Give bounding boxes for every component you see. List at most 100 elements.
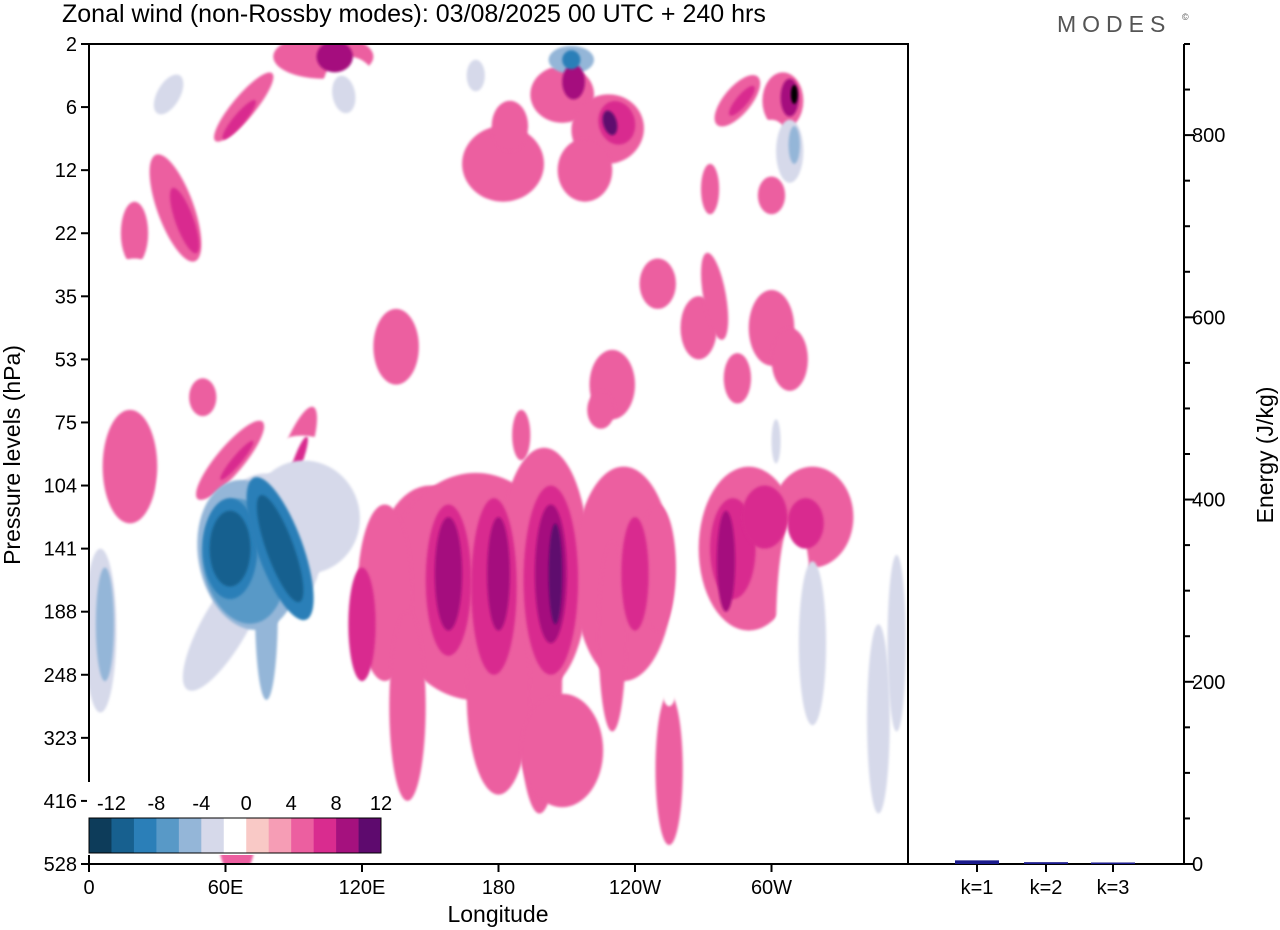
contour-patch-109 — [95, 567, 115, 682]
contour-patch-106 — [788, 126, 800, 164]
y-tick-label: 12 — [55, 160, 77, 182]
contour-patch-28 — [639, 258, 676, 309]
contour-patch-10 — [462, 126, 544, 202]
contour-patch-111 — [487, 517, 510, 631]
contour-patch-65 — [521, 693, 604, 808]
contour-patch-101 — [887, 554, 906, 732]
x-tick-label: 120W — [609, 877, 661, 899]
colorbar-swatch — [223, 818, 247, 853]
energy-tick-label: 0 — [1192, 854, 1203, 876]
y-axis-ticks: 2 6 12 22 35 53 75 104 141 188 248 323 416 528 — [44, 34, 89, 876]
contour-patch-85 — [220, 440, 254, 480]
contour-patch-77 — [169, 187, 200, 254]
contour-patch-91 — [348, 567, 376, 682]
y-tick-label: 323 — [44, 728, 77, 750]
contour-patch-80 — [466, 59, 485, 92]
contour-patch-113 — [716, 510, 736, 612]
contour-patch-98 — [787, 498, 824, 549]
contour-patch-79 — [332, 75, 356, 114]
contour-patch-2 — [175, 50, 231, 126]
contour-patch-0 — [98, 50, 126, 114]
colorbar-label: -12 — [97, 793, 126, 815]
colorbar-frame — [88, 817, 382, 854]
y-tick-label: 6 — [66, 97, 77, 119]
contour-patch-117 — [562, 50, 581, 70]
contour-patch-118 — [790, 85, 798, 104]
contour-patch-116 — [548, 523, 563, 625]
colorbar-swatch — [201, 818, 225, 853]
contour-patch-76 — [153, 74, 184, 115]
contour-patch-42 — [195, 420, 265, 500]
contour-patch-16 — [557, 138, 613, 202]
colorbar-swatch — [268, 818, 292, 853]
contour-patch-121 — [209, 510, 251, 587]
y-tick-label: 528 — [44, 854, 77, 876]
contour-patch-11 — [491, 100, 529, 152]
contour-patch-114 — [602, 110, 618, 136]
energy-bar-k=2 — [1024, 862, 1068, 864]
y-tick-label: 75 — [55, 412, 77, 434]
contour-patch-74 — [660, 643, 679, 707]
x-tick-label: 60E — [208, 877, 244, 899]
energy-tick-label: 200 — [1192, 672, 1225, 694]
y-tick-label: 141 — [44, 539, 77, 561]
energy-axis-label: Energy (J/kg) — [1252, 387, 1278, 524]
colorbar-label: 8 — [331, 793, 342, 815]
y-tick-label: 416 — [44, 791, 77, 813]
contour-patch-36 — [587, 390, 615, 429]
contour-patch-78 — [222, 100, 256, 140]
chart-title: Zonal wind (non-Rossby modes): 03/08/202… — [62, 0, 766, 28]
contour-patch-20 — [757, 176, 786, 215]
contour-patch-51 — [291, 630, 319, 808]
contour-patch-100 — [867, 624, 890, 814]
y-tick-label: 188 — [44, 602, 77, 624]
colorbar-label: -8 — [147, 793, 165, 815]
contour-patch-82 — [729, 85, 755, 116]
energy-category-label: k=1 — [961, 877, 994, 899]
contour-patch-26 — [373, 308, 419, 385]
colorbar-label: 0 — [241, 793, 252, 815]
y-tick-label: 248 — [44, 665, 77, 687]
energy-tick-label: 400 — [1192, 490, 1225, 512]
contour-patch-73 — [689, 744, 717, 858]
copyright-mark: © — [1182, 12, 1189, 22]
contour-patch-39 — [512, 409, 531, 461]
colorbar: -12 -8 -4 0 4 8 12 — [87, 782, 392, 855]
contour-patch-21 — [700, 163, 720, 215]
y-axis-label: Pressure levels (hPa) — [0, 345, 25, 565]
x-tick-label: 60W — [751, 877, 792, 899]
contour-patch-62 — [598, 542, 626, 732]
colorbar-swatch — [336, 818, 359, 853]
contour-patch-35 — [553, 334, 581, 385]
contour-patch-38 — [189, 378, 217, 417]
x-tick-label: 180 — [482, 877, 515, 899]
colorbar-swatch — [89, 818, 112, 853]
contour-patch-71 — [794, 712, 831, 839]
y-tick-label: 22 — [55, 223, 77, 245]
y-tick-label: 53 — [55, 349, 77, 371]
contour-patch-33 — [723, 353, 752, 404]
contour-patch-95 — [621, 517, 649, 631]
x-axis-label: Longitude — [447, 901, 548, 927]
contour-patch-104 — [562, 64, 585, 100]
contour-patch-30 — [701, 252, 729, 340]
y-tick-label: 104 — [44, 476, 77, 498]
contour-patch-23 — [173, 277, 210, 391]
contour-patch-41 — [157, 447, 212, 536]
x-axis-ticks: 0 60E 120E 180 120W 60W — [83, 864, 792, 899]
x-tick-label: 120E — [339, 877, 386, 899]
contour-patch-32 — [771, 327, 808, 391]
colorbar-swatch — [156, 818, 180, 853]
energy-tick-label: 600 — [1192, 307, 1225, 329]
contour-patch-22 — [102, 258, 167, 335]
contour-patch-8 — [280, 126, 308, 190]
contour-patch-67 — [389, 611, 426, 801]
colorbar-swatch — [313, 818, 337, 853]
contour-patch-27 — [418, 353, 442, 391]
energy-bar-k=1 — [955, 860, 999, 864]
modes-logo-text: MODES — [1057, 11, 1171, 37]
colorbar-label: 12 — [370, 793, 392, 815]
colorbar-swatch — [246, 818, 269, 853]
contour-patch-84 — [771, 419, 781, 464]
